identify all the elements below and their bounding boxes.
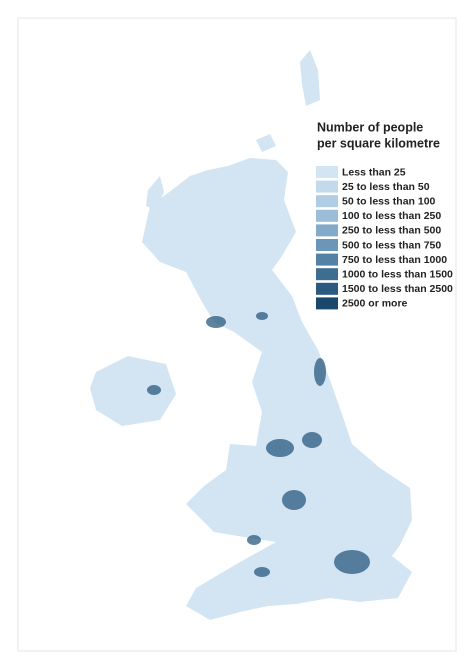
northern-ireland — [90, 356, 176, 426]
urban-area — [302, 432, 322, 448]
urban-area — [147, 385, 161, 395]
legend-swatch — [316, 224, 338, 237]
shetland — [300, 50, 320, 106]
legend-label: 50 to less than 100 — [342, 195, 436, 207]
legend-label: 25 to less than 50 — [342, 181, 430, 193]
legend-swatch — [316, 282, 338, 295]
legend-swatch — [316, 180, 338, 193]
legend-swatch — [316, 166, 338, 178]
orkney — [256, 134, 276, 152]
legend-label: 2500 or more — [342, 298, 408, 310]
legend-swatch — [316, 268, 338, 281]
legend-swatch — [316, 209, 338, 222]
legend-label: 750 to less than 1000 — [342, 254, 447, 266]
legend: Number of people per square kilometre Less… — [316, 120, 453, 310]
legend-swatch — [316, 239, 338, 251]
urban-areas — [147, 312, 370, 577]
legend-title: per square kilometre — [317, 136, 440, 150]
urban-area — [282, 490, 306, 510]
legend-label: Less than 25 — [342, 166, 406, 178]
legend-label: 500 to less than 750 — [342, 239, 441, 251]
legend-swatch — [316, 253, 338, 266]
urban-area — [314, 358, 326, 386]
map — [90, 50, 412, 620]
great-britain — [142, 158, 412, 620]
urban-area — [247, 535, 261, 545]
legend-label: 1500 to less than 2500 — [342, 283, 453, 295]
legend-label: 250 to less than 500 — [342, 225, 441, 237]
urban-area — [254, 567, 270, 577]
urban-area — [334, 550, 370, 574]
legend-title: Number of people — [317, 120, 423, 134]
legend-label: 100 to less than 250 — [342, 210, 441, 222]
urban-area — [256, 312, 268, 320]
legend-swatch — [316, 195, 338, 208]
urban-area — [206, 316, 226, 328]
legend-swatch — [316, 297, 338, 310]
urban-area — [266, 439, 294, 457]
hebrides — [146, 176, 164, 210]
legend-label: 1000 to less than 1500 — [342, 268, 453, 280]
